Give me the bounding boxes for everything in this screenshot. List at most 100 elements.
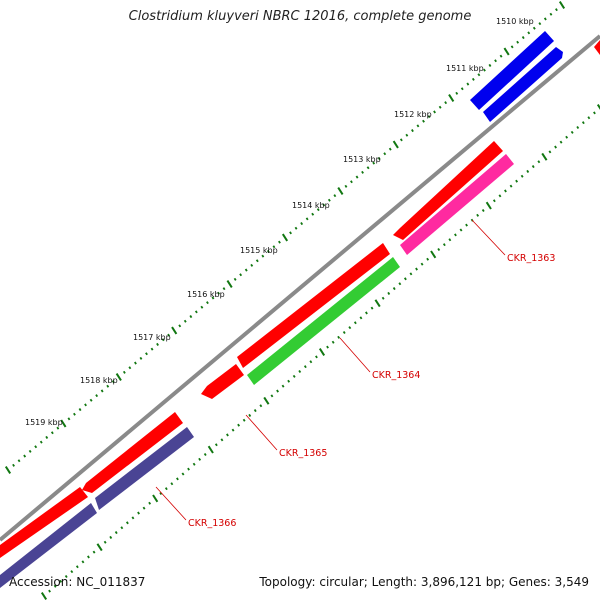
outer-tick (156, 342, 159, 346)
inner-tick (331, 340, 335, 344)
inner-tick (103, 540, 107, 544)
inner-tick (459, 228, 463, 232)
inner-tick (476, 213, 480, 217)
inner-tick (281, 384, 285, 388)
outer-tick (510, 45, 514, 49)
kbp-label: 1512 kbp (394, 110, 432, 119)
kbp-label: 1517 kbp (133, 333, 171, 342)
outer-tick (494, 59, 497, 63)
outer-tick (281, 233, 289, 242)
inner-tick (465, 223, 468, 227)
outer-tick (106, 384, 110, 388)
inner-tick (570, 130, 574, 134)
gene-arrow-purple-lower (0, 503, 97, 588)
inner-tick (381, 296, 385, 300)
outer-tick (45, 435, 49, 439)
kbp-label: 1515 kbp (240, 246, 278, 255)
inner-tick (309, 360, 313, 364)
gene-arrow-pink (400, 154, 514, 255)
inner-tick (426, 257, 430, 261)
outer-tick (239, 273, 243, 277)
inner-tick (270, 394, 274, 398)
inner-tick (415, 267, 418, 271)
outer-tick (322, 203, 326, 207)
outer-tick (12, 463, 15, 467)
outer-tick (34, 445, 38, 449)
inner-tick (593, 111, 596, 115)
outer-tick (161, 338, 165, 342)
kbp-label: 1518 kbp (80, 376, 118, 385)
outer-tick (300, 222, 304, 226)
outer-tick (411, 129, 414, 133)
outer-tick (532, 26, 536, 30)
gene-arrow-red-1363-region (393, 141, 503, 240)
outer-tick (488, 63, 492, 67)
gene-arrow-red-1365-region (201, 364, 244, 399)
outer-tick (521, 36, 525, 40)
outer-tick (266, 249, 270, 253)
inner-tick (596, 104, 600, 110)
outer-tick (477, 73, 481, 77)
outer-tick (150, 347, 154, 351)
inner-tick (203, 453, 207, 456)
outer-tick (499, 54, 503, 58)
inner-tick (131, 516, 135, 520)
inner-tick (176, 477, 179, 481)
outer-tick (311, 212, 315, 216)
inner-tick (164, 487, 168, 491)
outer-tick (366, 166, 370, 170)
inner-tick (374, 299, 381, 308)
inner-tick (448, 238, 452, 242)
inner-tick (214, 443, 218, 447)
outer-tick (416, 124, 420, 128)
inner-tick (515, 179, 519, 183)
outer-tick (333, 194, 337, 198)
inner-tick (170, 482, 174, 486)
inner-tick (226, 433, 229, 437)
inner-tick (92, 550, 96, 554)
inner-tick (148, 501, 152, 505)
inner-tick (403, 277, 407, 281)
inner-tick (181, 472, 185, 476)
gene-label-ckr-1364: CKR_1364 (372, 370, 420, 381)
inner-tick (537, 160, 541, 164)
inner-tick (220, 438, 224, 442)
outer-tick-row (4, 1, 566, 474)
gene-arrow-red-edge (594, 40, 600, 55)
outer-tick (134, 361, 137, 365)
inner-tick (287, 379, 291, 383)
outer-tick (289, 231, 292, 235)
outer-tick (372, 161, 376, 165)
inner-tick (485, 201, 492, 210)
inner-tick (59, 579, 63, 583)
inner-tick (237, 423, 241, 427)
inner-tick (370, 306, 374, 310)
outer-tick (226, 280, 233, 288)
inner-tick (159, 492, 163, 495)
outer-tick (337, 187, 344, 195)
inner-tick (242, 418, 246, 422)
genome-summary-text: Topology: circular; Length: 3,896,121 bp… (259, 575, 589, 589)
outer-tick (427, 115, 431, 119)
inner-tick (64, 575, 68, 578)
leader-ckr-1363 (471, 219, 506, 256)
inner-tick (259, 404, 263, 408)
inner-tick (263, 396, 270, 405)
gene-arrow-purple (95, 427, 194, 510)
inner-tick (548, 150, 552, 154)
gene-arrow-red-1366-lower (0, 487, 88, 558)
inner-tick (492, 199, 496, 203)
outer-tick (305, 217, 309, 221)
inner-tick (498, 194, 502, 198)
kbp-label: 1514 kbp (292, 201, 330, 210)
inner-tick (520, 174, 524, 178)
inner-tick (81, 560, 85, 564)
inner-tick (504, 189, 507, 193)
inner-tick (353, 321, 357, 325)
outer-tick (200, 305, 204, 309)
outer-tick (448, 94, 455, 102)
outer-tick (206, 301, 209, 305)
inner-tick (359, 316, 363, 320)
outer-tick (17, 459, 21, 463)
